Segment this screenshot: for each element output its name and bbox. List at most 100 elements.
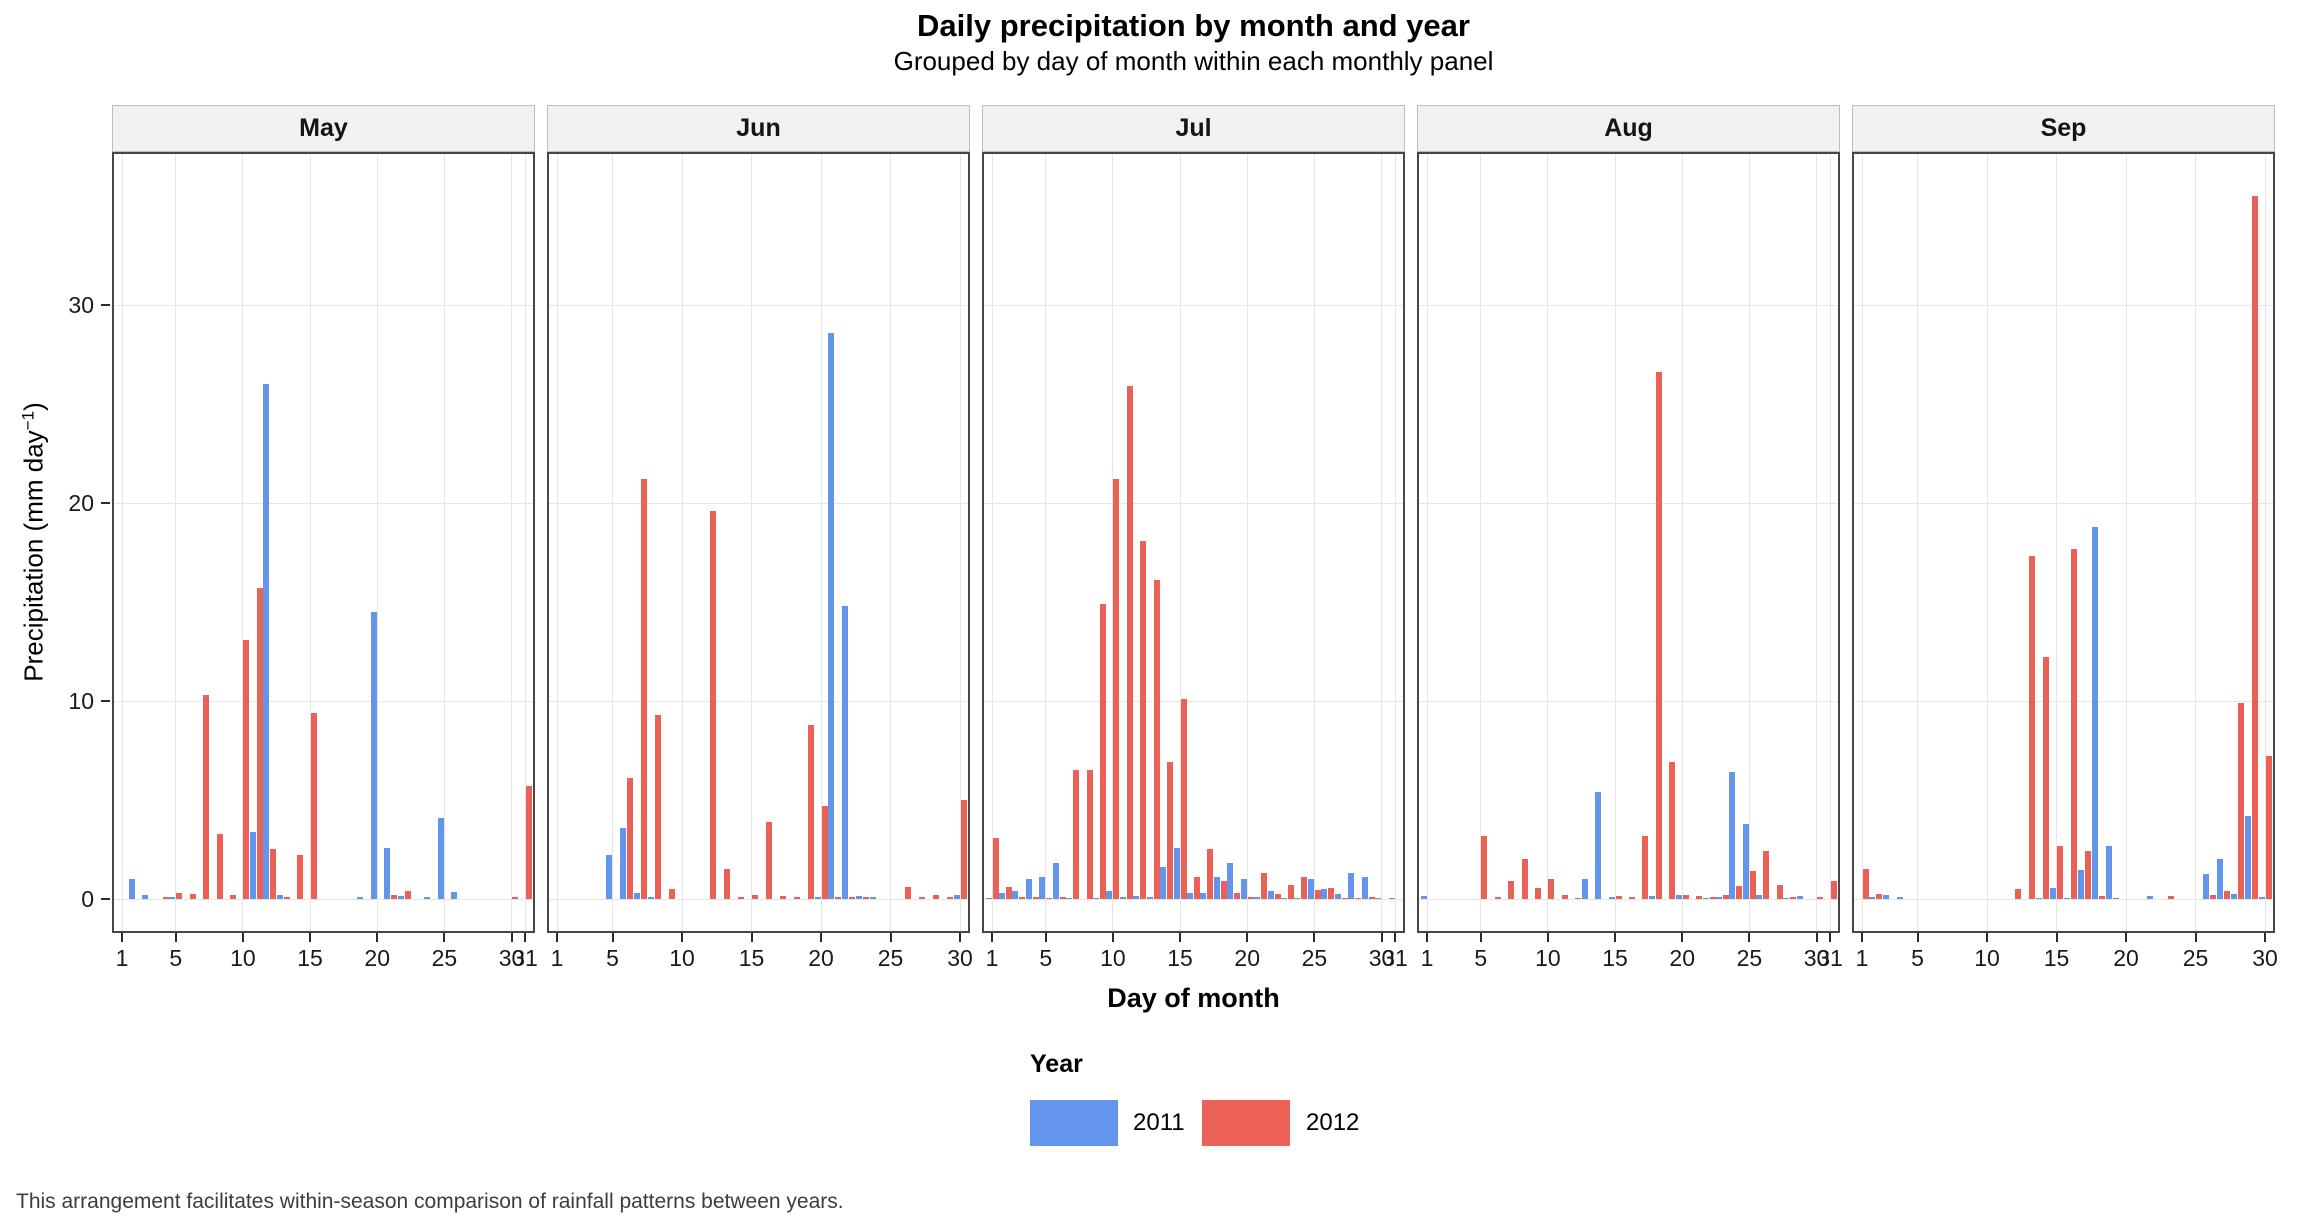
gridline-horizontal — [1419, 305, 1838, 306]
x-axis-tick — [524, 933, 526, 942]
x-axis-tick-label: 30 — [1368, 945, 1395, 971]
bar-2012-day30 — [961, 800, 967, 899]
x-axis-tick-label: 30 — [1803, 945, 1830, 971]
x-axis-tick-label: 31 — [512, 945, 538, 971]
x-axis-tick-label: 30 — [2252, 945, 2278, 971]
x-axis-tick — [1380, 933, 1383, 942]
x-axis-tick-label: 10 — [1535, 945, 1561, 971]
bar-2012-day26 — [2210, 895, 2216, 899]
gridline-vertical — [121, 154, 123, 931]
bar-2012-day29 — [947, 897, 953, 899]
gridline-vertical — [681, 154, 683, 931]
facet-strip-label: Jul — [1175, 114, 1212, 142]
y-axis-tick — [101, 898, 110, 900]
bar-2011-day25 — [438, 818, 444, 899]
x-axis-tick — [1861, 933, 1863, 942]
bar-2012-day30 — [1817, 897, 1823, 899]
bar-2012-day29 — [1369, 897, 1375, 899]
bar-2012-day13 — [284, 897, 290, 899]
x-axis-tick — [889, 933, 892, 942]
bar-2011-day18 — [1214, 877, 1220, 899]
bar-2012-day9 — [669, 889, 675, 899]
gridline-vertical — [1313, 154, 1315, 931]
bar-2012-day29 — [2252, 196, 2258, 899]
bar-2011-day13 — [1147, 897, 1153, 899]
x-axis-tick-label: 31 — [1382, 945, 1408, 971]
bar-2011-day30 — [954, 895, 960, 899]
x-axis-tick-label: 5 — [1911, 945, 1924, 971]
bar-2011-day3 — [142, 895, 148, 899]
gridline-vertical — [524, 154, 526, 931]
x-axis-tick-label: 1 — [1420, 945, 1434, 971]
bar-2011-day1 — [986, 898, 992, 899]
x-axis-tick — [2194, 933, 2197, 942]
bar-2011-day25 — [1743, 824, 1749, 899]
x-axis-tick — [1479, 933, 1482, 942]
bar-2011-day30 — [2259, 897, 2265, 899]
bar-2012-day21 — [1696, 896, 1702, 899]
x-axis-tick — [1179, 933, 1182, 942]
x-axis-tick-label: 15 — [297, 945, 323, 971]
x-axis-tick-label: 15 — [1602, 945, 1628, 971]
x-axis-tick — [1394, 933, 1396, 942]
bar-2012-day2 — [1006, 887, 1012, 899]
bar-2011-day20 — [815, 897, 821, 899]
bar-2011-day18 — [2092, 527, 2098, 899]
bar-2011-day29 — [2245, 816, 2251, 899]
bar-2012-day5 — [1481, 836, 1487, 899]
facet-strip-label: Jun — [736, 114, 781, 142]
plot-area-jun — [547, 152, 970, 933]
bar-2011-day5 — [1039, 877, 1045, 899]
gridline-vertical — [612, 154, 614, 931]
bar-2012-day30 — [2266, 756, 2272, 899]
bar-2011-day27 — [2217, 859, 2223, 899]
x-axis-tick-label: 5 — [1474, 945, 1488, 971]
bar-2011-day23 — [856, 896, 862, 899]
bar-2011-day17 — [1200, 893, 1206, 899]
gridline-vertical — [1547, 154, 1549, 931]
bar-2011-day9 — [1093, 898, 1099, 899]
bar-2011-day26 — [1321, 889, 1327, 899]
bar-2011-day29 — [1797, 896, 1803, 899]
bar-2012-day24 — [1736, 886, 1742, 899]
bar-2012-day13 — [724, 869, 730, 899]
bar-2011-day19 — [357, 897, 363, 899]
x-axis-tick — [611, 933, 614, 942]
bar-2011-day26 — [2203, 874, 2209, 899]
bar-2012-day12 — [270, 849, 276, 899]
gridline-vertical — [511, 154, 513, 931]
bar-2012-day23 — [1288, 885, 1294, 899]
bar-2011-day15 — [1174, 848, 1180, 899]
gridline-horizontal — [549, 899, 968, 900]
bar-2011-day3 — [1883, 895, 1889, 899]
bar-2011-day10 — [1106, 891, 1112, 899]
bar-2011-day30 — [1375, 898, 1381, 899]
facet-strip-sep: Sep — [1852, 105, 2275, 152]
gridline-vertical — [309, 154, 311, 931]
bar-2012-day7 — [641, 479, 647, 899]
bar-2011-day26 — [451, 892, 457, 899]
bar-2012-day25 — [1750, 871, 1756, 899]
gridline-vertical — [991, 154, 993, 931]
bar-2012-day23 — [863, 897, 869, 899]
bar-2012-day5 — [1046, 898, 1052, 899]
gridline-horizontal — [984, 503, 1403, 504]
bar-2012-day7 — [1073, 770, 1079, 899]
bar-2012-day19 — [808, 725, 814, 899]
gridline-vertical — [1917, 154, 1919, 931]
bar-2012-day18 — [1221, 881, 1227, 899]
bar-2011-day5 — [606, 855, 612, 899]
y-axis-tick-label: 0 — [81, 886, 94, 912]
facet-strip-label: Sep — [2040, 114, 2087, 142]
x-axis-tick-label: 20 — [808, 945, 834, 971]
chart-subtitle: Grouped by day of month within each mont… — [893, 46, 1494, 76]
bar-2012-day11 — [1127, 386, 1133, 899]
bar-2012-day28 — [1790, 897, 1796, 899]
bar-2011-day7 — [634, 893, 640, 899]
x-axis-tick-label: 1 — [115, 945, 129, 971]
bar-2012-day19 — [2113, 898, 2119, 899]
gridline-vertical — [1986, 154, 1988, 931]
x-axis-tick-label: 1 — [985, 945, 999, 971]
gridline-vertical — [175, 154, 177, 931]
bar-2012-day21 — [1261, 873, 1267, 899]
